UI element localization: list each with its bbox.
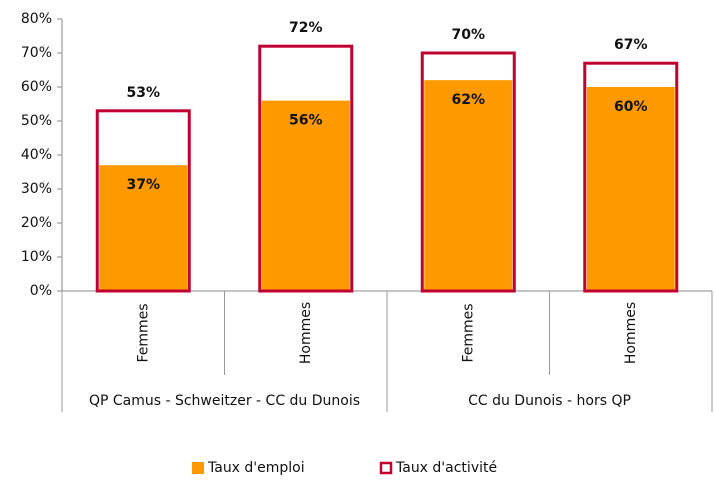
legend-label: Taux d'emploi (207, 460, 305, 476)
y-tick-label: 40% (21, 147, 52, 163)
y-tick-label: 20% (21, 215, 52, 231)
bar-outline (95, 109, 191, 293)
bar (424, 80, 513, 291)
value-label: 56% (289, 113, 323, 129)
value-label: 60% (614, 99, 648, 115)
bar-outline (258, 44, 354, 293)
value-label: 72% (289, 20, 323, 36)
legend-label: Taux d'activité (395, 460, 497, 476)
bar-outline (420, 51, 516, 293)
y-tick-label: 30% (21, 181, 52, 197)
legend-swatch (192, 462, 204, 474)
group-label: QP Camus - Schweitzer - CC du Dunois (89, 393, 360, 409)
y-tick-label: 60% (21, 79, 52, 95)
x-tick-label: Femmes (460, 303, 476, 362)
value-label: 70% (451, 27, 485, 43)
bar-outline (583, 61, 679, 293)
bar (261, 100, 350, 291)
x-tick-label: Hommes (298, 302, 314, 364)
y-tick-label: 0% (30, 283, 52, 299)
value-label: 37% (126, 177, 160, 193)
x-tick-label: Hommes (623, 302, 639, 364)
group-label: CC du Dunois - hors QP (468, 393, 631, 409)
y-tick-label: 10% (21, 249, 52, 265)
value-label: 53% (126, 85, 160, 101)
legend-swatch (379, 461, 393, 475)
value-label: 62% (451, 92, 485, 108)
value-label: 67% (614, 37, 648, 53)
bar (99, 165, 188, 291)
bar (586, 87, 675, 291)
y-tick-label: 70% (21, 45, 52, 61)
x-tick-label: Femmes (135, 303, 151, 362)
y-tick-label: 50% (21, 113, 52, 129)
y-tick-label: 80% (21, 11, 52, 27)
